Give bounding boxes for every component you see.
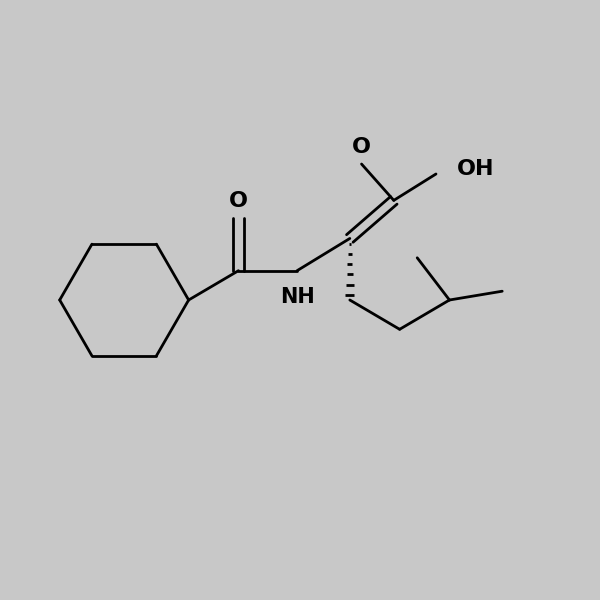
Text: O: O xyxy=(352,137,371,157)
Text: OH: OH xyxy=(457,159,494,179)
Text: O: O xyxy=(229,191,248,211)
Text: NH: NH xyxy=(280,287,314,307)
